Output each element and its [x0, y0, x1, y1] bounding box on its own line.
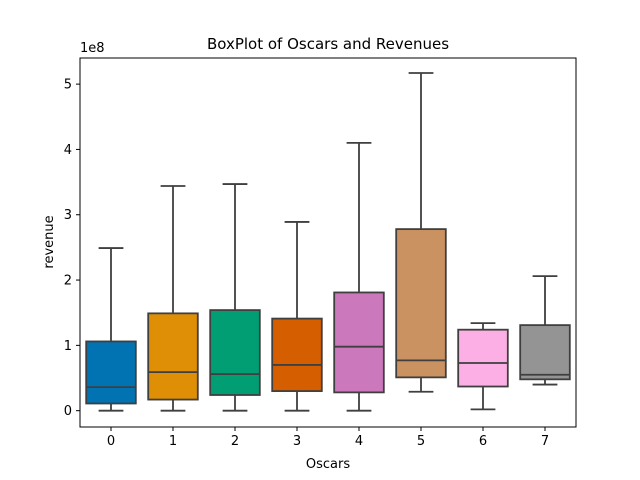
y-tick-label: 5 — [64, 78, 72, 93]
box-1 — [147, 312, 199, 401]
x-tick-label: 1 — [169, 434, 177, 449]
plot-frame — [79, 57, 577, 428]
box-6 — [457, 328, 509, 388]
chart-title: BoxPlot of Oscars and Revenues — [207, 35, 449, 53]
box-7 — [519, 324, 571, 381]
box-2 — [209, 309, 261, 396]
y-tick-label: 4 — [64, 143, 72, 158]
y-scale-label: 1e8 — [80, 41, 105, 56]
x-tick-label: 6 — [479, 434, 487, 449]
box-5 — [395, 228, 447, 379]
box-3 — [271, 317, 323, 392]
x-axis-label: Oscars — [306, 457, 350, 472]
box-4 — [333, 291, 385, 394]
y-axis-label: revenue — [42, 215, 57, 268]
x-tick-label: 7 — [541, 434, 549, 449]
y-tick-label: 1 — [64, 339, 72, 354]
plot-area: 0 1 2 3 4 5 0 1 2 3 4 5 6 7 — [64, 72, 571, 449]
x-tick-label: 4 — [355, 434, 363, 449]
y-tick-label: 2 — [64, 274, 72, 289]
y-tick-label: 3 — [64, 208, 72, 223]
box-0 — [85, 340, 137, 405]
x-tick-label: 3 — [293, 434, 301, 449]
x-tick-label: 2 — [231, 434, 239, 449]
y-tick-label: 0 — [64, 404, 72, 419]
x-tick-label: 5 — [417, 434, 425, 449]
x-tick-label: 0 — [107, 434, 115, 449]
